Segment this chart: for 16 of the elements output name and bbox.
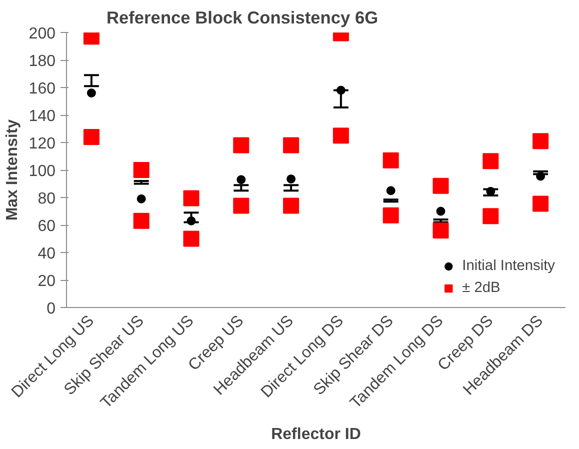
y-tick-label: 140 <box>28 108 56 125</box>
y-tick-label: 200 <box>28 26 56 42</box>
y-axis-title: Max Intensity <box>4 119 21 221</box>
legend-label: Initial Intensity <box>462 258 555 274</box>
y-tick-label: 60 <box>38 218 56 235</box>
chart-title: Reference Block Consistency 6G <box>106 8 378 28</box>
y-tick-label: 160 <box>28 80 56 98</box>
y-tick-label: 180 <box>28 53 56 70</box>
y-tick-label: 0 <box>46 300 56 318</box>
legend-label: ± 2dB <box>462 280 500 296</box>
y-tick-label: 80 <box>38 190 56 208</box>
y-tick-label: 40 <box>38 246 56 262</box>
y-tick-label: 20 <box>38 273 56 290</box>
y-tick-label: 100 <box>28 163 56 180</box>
x-axis-title: Reflector ID <box>271 426 361 443</box>
y-tick-label: 120 <box>28 136 56 152</box>
